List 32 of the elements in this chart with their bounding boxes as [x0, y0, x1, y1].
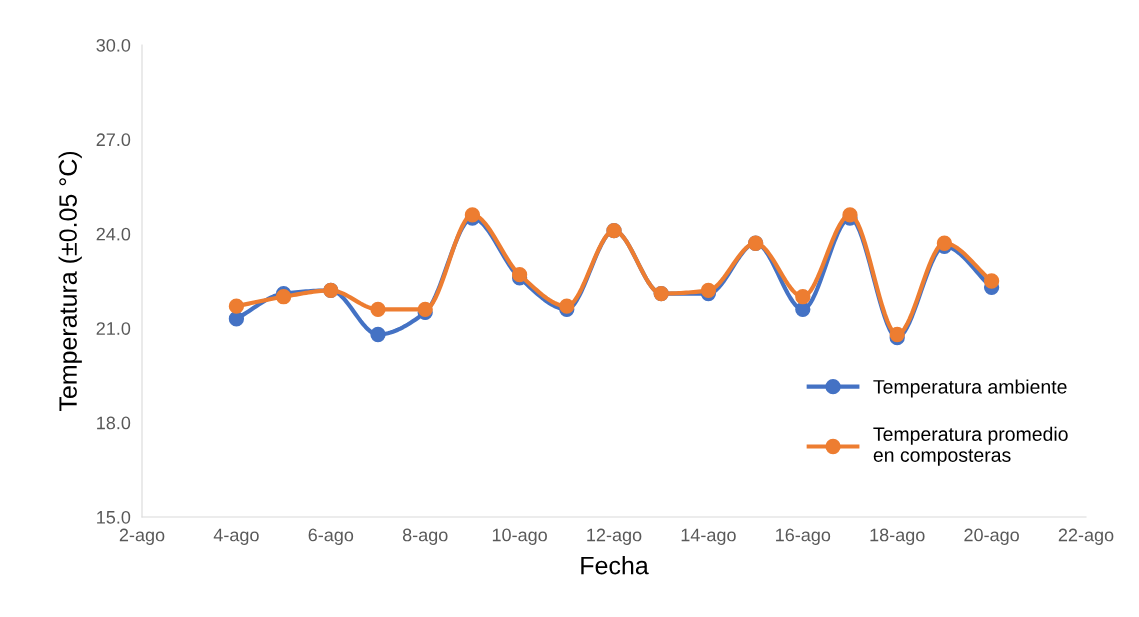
point — [936, 235, 953, 251]
x-tick-label: 4-ago — [213, 528, 259, 545]
x-tick-label: 18-ago — [870, 528, 925, 545]
x-tick-label: 2-ago — [119, 528, 165, 545]
point — [275, 289, 292, 305]
x-tick-label: 10-ago — [492, 528, 547, 545]
point — [983, 273, 1000, 289]
point — [795, 301, 811, 317]
x-tick-label: 14-ago — [681, 528, 736, 545]
point — [228, 298, 245, 314]
x-tick-label: 22-ago — [1058, 528, 1114, 545]
y-tick-label: 24.0 — [96, 227, 131, 241]
y-tick-label: 30.0 — [96, 38, 131, 52]
y-tick-label: 21.0 — [96, 322, 131, 335]
x-tick-label: 8-ago — [402, 528, 448, 545]
point — [417, 301, 433, 317]
y-tick-label: 15.0 — [97, 510, 131, 524]
point — [370, 301, 386, 317]
x-tick-label: 6-ago — [308, 528, 354, 545]
y-tick-label: 18.0 — [97, 416, 131, 430]
x-axis-title: Fecha — [581, 556, 649, 575]
legend-label: Temperatura ambiente — [873, 379, 1067, 398]
point — [228, 311, 245, 327]
point — [889, 326, 905, 343]
x-tick-label: 16-ago — [776, 528, 831, 545]
x-tick-label: 20-ago — [964, 528, 1019, 545]
y-axis-title: Temperatura (±0.05 °C) — [58, 151, 82, 412]
y-tick-label: 27.0 — [96, 133, 131, 147]
point — [370, 326, 386, 343]
x-tick-label: 12-ago — [587, 528, 642, 545]
point — [795, 289, 811, 305]
legend-label: Temperatura promedio en composteras — [873, 426, 1068, 466]
